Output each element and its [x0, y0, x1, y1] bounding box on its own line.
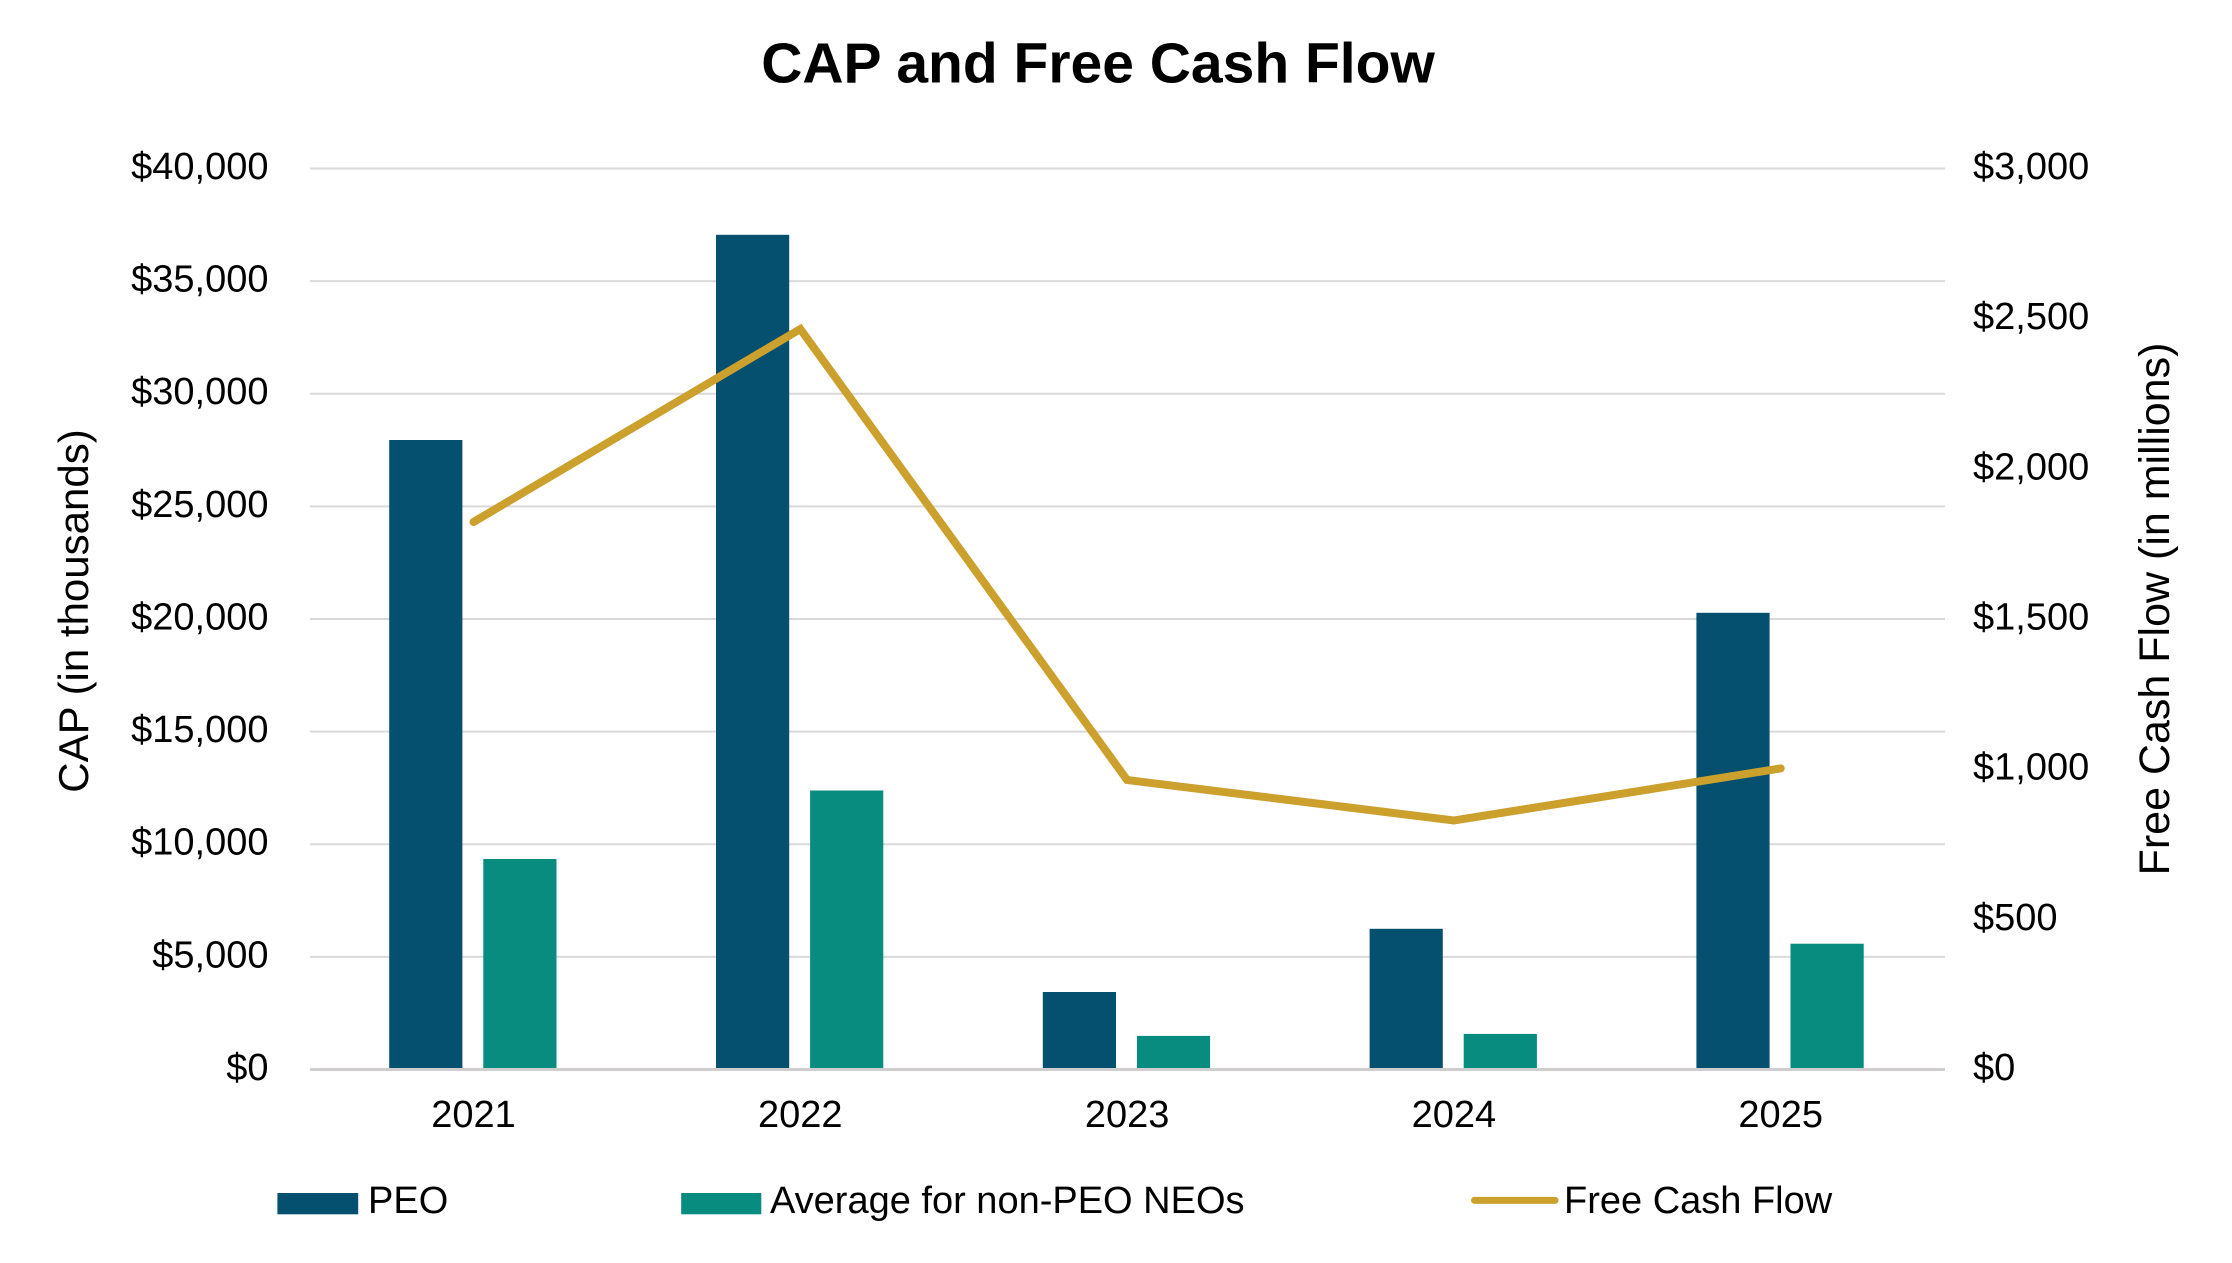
svg-text:$1,500: $1,500 — [1973, 597, 2089, 639]
svg-text:2023: 2023 — [1085, 1094, 1170, 1136]
svg-text:$40,000: $40,000 — [131, 146, 268, 188]
svg-text:$5,000: $5,000 — [152, 934, 268, 976]
svg-text:$500: $500 — [1973, 897, 2058, 939]
svg-text:2024: 2024 — [1412, 1094, 1497, 1136]
svg-text:$15,000: $15,000 — [131, 709, 268, 751]
svg-text:$2,500: $2,500 — [1973, 296, 2089, 338]
svg-text:$1,000: $1,000 — [1973, 747, 2089, 789]
svg-text:$2,000: $2,000 — [1973, 446, 2089, 488]
svg-text:2022: 2022 — [758, 1094, 843, 1136]
svg-text:$30,000: $30,000 — [131, 371, 268, 413]
svg-text:$0: $0 — [1973, 1047, 2015, 1089]
svg-text:$0: $0 — [226, 1047, 268, 1089]
svg-text:PEO: PEO — [368, 1180, 448, 1222]
svg-text:$3,000: $3,000 — [1973, 146, 2089, 188]
svg-text:Free Cash Flow: Free Cash Flow — [1564, 1180, 1833, 1222]
svg-text:Free Cash Flow (in millions): Free Cash Flow (in millions) — [2131, 343, 2179, 876]
svg-text:$35,000: $35,000 — [131, 259, 268, 301]
svg-text:$20,000: $20,000 — [131, 597, 268, 639]
svg-text:CAP and Free Cash Flow: CAP and Free Cash Flow — [761, 32, 1435, 96]
svg-text:Average for non-PEO NEOs: Average for non-PEO NEOs — [770, 1180, 1245, 1222]
svg-text:CAP (in thousands): CAP (in thousands) — [50, 429, 97, 792]
svg-text:$25,000: $25,000 — [131, 484, 268, 526]
svg-text:2021: 2021 — [431, 1094, 516, 1136]
svg-text:$10,000: $10,000 — [131, 822, 268, 864]
svg-text:2025: 2025 — [1738, 1094, 1823, 1136]
